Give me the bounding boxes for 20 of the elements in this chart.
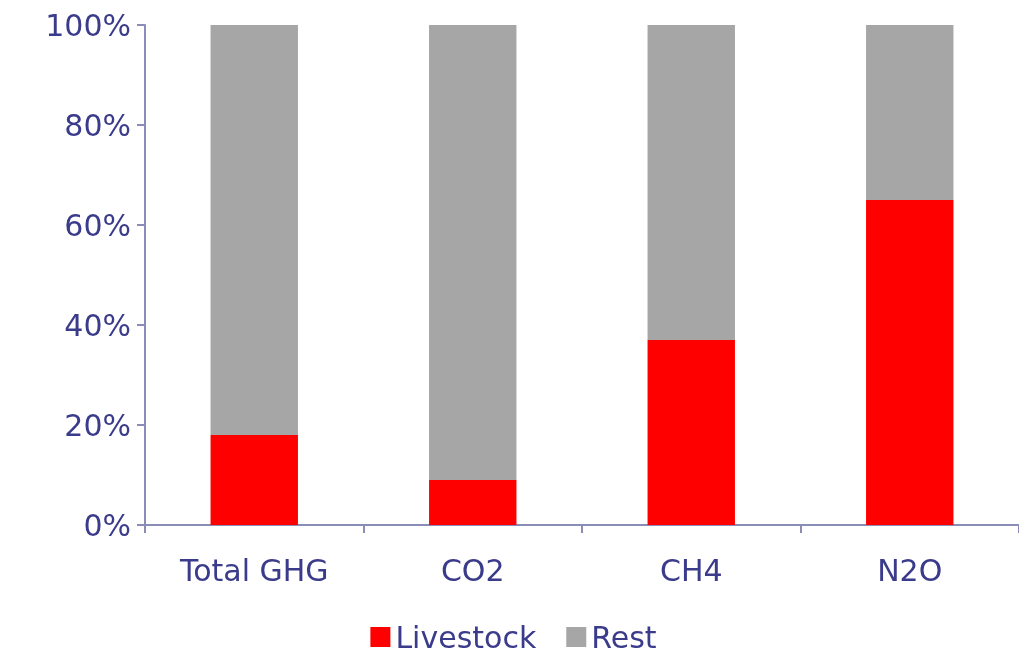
bar xyxy=(429,25,517,480)
y-tick-label: 0% xyxy=(83,507,131,543)
bar xyxy=(866,200,954,525)
y-tick-label: 40% xyxy=(64,307,131,343)
y-tick-label: 20% xyxy=(64,407,131,443)
legend-label: Livestock xyxy=(395,619,537,655)
bar xyxy=(210,435,298,525)
y-tick-label: 100% xyxy=(45,7,131,43)
bar xyxy=(210,25,298,435)
bar xyxy=(647,25,735,340)
x-tick-label: CH4 xyxy=(659,552,723,588)
bar xyxy=(866,25,954,200)
y-tick-label: 80% xyxy=(64,107,131,143)
y-tick-label: 60% xyxy=(64,207,131,243)
bar xyxy=(647,340,735,525)
bar xyxy=(429,480,517,525)
legend-label: Rest xyxy=(591,619,657,655)
x-tick-label: CO2 xyxy=(440,552,505,588)
x-tick-label: N2O xyxy=(877,552,943,588)
x-tick-label: Total GHG xyxy=(178,552,329,588)
